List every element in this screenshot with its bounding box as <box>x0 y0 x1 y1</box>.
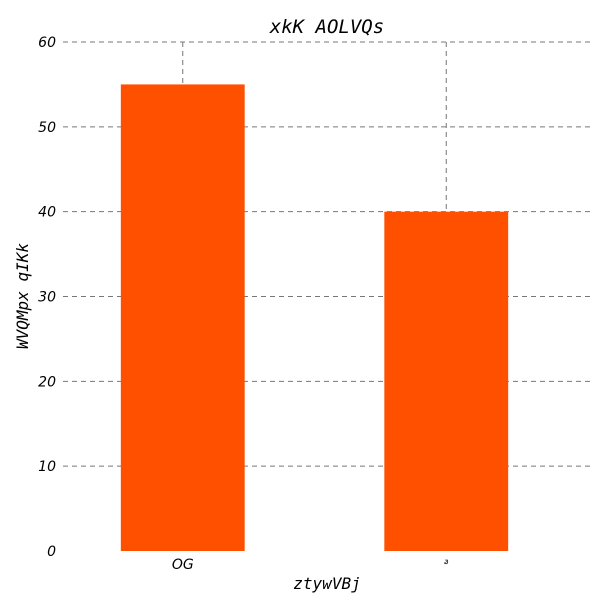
y-tick-label: 10 <box>38 459 56 475</box>
y-tick-label: 0 <box>47 544 56 560</box>
y-tick-label: 60 <box>38 35 56 51</box>
y-tick-label: 20 <box>38 374 56 390</box>
chart-title: xkK AOLVQs <box>269 16 384 38</box>
x-tick-label: ꬿ <box>444 557 449 566</box>
y-tick-label: 40 <box>38 205 56 221</box>
bar-1 <box>384 211 509 551</box>
x-tick-label: OG <box>172 557 194 573</box>
x-axis-label: ztywVBj <box>293 574 360 593</box>
bar-0 <box>120 84 245 552</box>
x-tick-labels: OG ꬿ <box>172 557 449 573</box>
bars-layer <box>120 84 509 552</box>
y-tick-label: 30 <box>38 290 56 306</box>
y-axis-label: WVQMpx qIKk <box>13 243 32 349</box>
y-tick-label: 50 <box>38 120 56 136</box>
y-tick-labels: 0 10 20 30 40 50 60 <box>38 35 56 560</box>
